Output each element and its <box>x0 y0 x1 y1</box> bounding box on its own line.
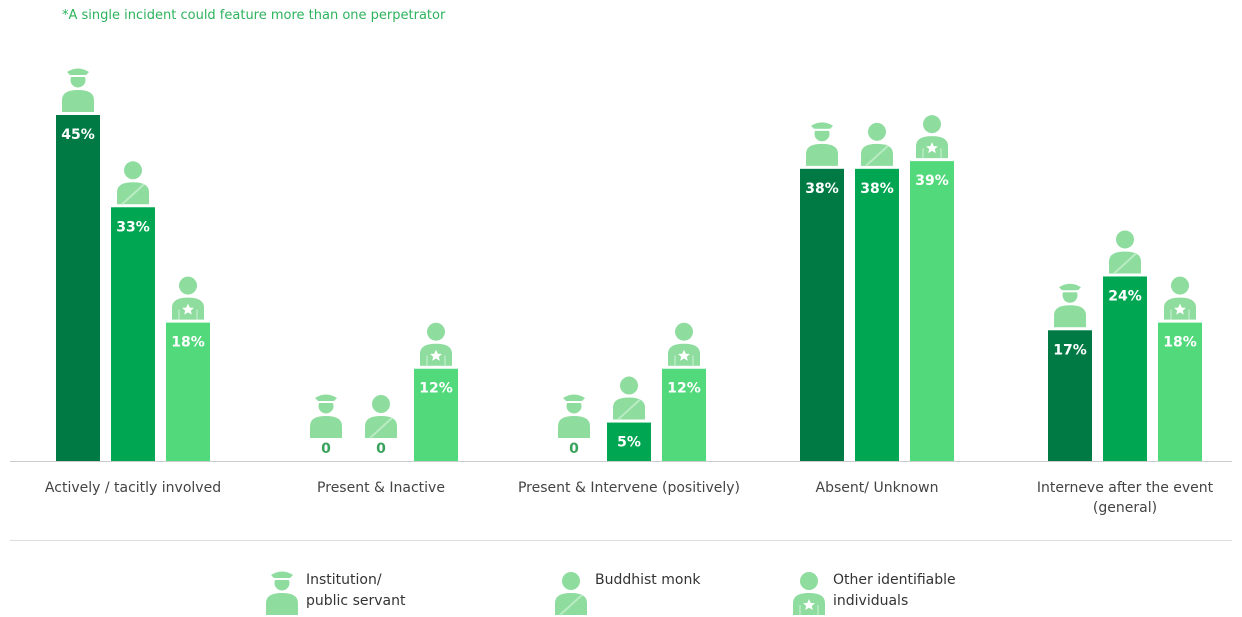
bar <box>1048 330 1092 461</box>
bar <box>910 161 954 461</box>
value-label: 45% <box>61 127 95 143</box>
bar <box>855 168 899 462</box>
value-label: 0 <box>376 441 386 457</box>
legend-icon <box>792 571 826 616</box>
bar <box>800 168 844 462</box>
bar <box>414 368 458 461</box>
legend-label: Other identifiable individuals <box>833 572 956 609</box>
value-label: 17% <box>1053 342 1087 358</box>
value-label: 24% <box>1108 288 1142 304</box>
bar <box>662 368 706 461</box>
x-tick-label: Present & Intervene (positively) <box>517 480 741 496</box>
value-label: 18% <box>171 335 205 351</box>
value-label: 0 <box>321 441 331 457</box>
bar <box>1103 276 1147 461</box>
person-icon <box>1054 283 1086 328</box>
person-icon <box>1163 275 1197 321</box>
legend-label: Buddhist monk <box>595 572 701 588</box>
x-tick-label: Interneve after the event (general) <box>1036 480 1214 516</box>
legend-label: Institution/ public servant <box>306 572 406 609</box>
bar <box>111 207 155 461</box>
footnote: *A single incident could feature more th… <box>62 8 446 23</box>
value-label: 12% <box>419 381 453 397</box>
legend-icon <box>266 571 298 615</box>
person-icon <box>558 394 590 438</box>
person-icon <box>171 275 205 321</box>
x-tick-label: Actively / tacitly involved <box>44 480 222 496</box>
bar <box>1158 322 1202 461</box>
person-icon <box>860 121 894 167</box>
person-icon <box>806 122 838 166</box>
value-label: 12% <box>667 381 701 397</box>
x-tick-label: Absent/ Unknown <box>815 480 939 496</box>
bar <box>166 322 210 461</box>
value-label: 18% <box>1163 335 1197 351</box>
person-icon <box>364 394 398 439</box>
bar <box>607 422 651 461</box>
value-label: 38% <box>805 181 839 197</box>
legend-icon <box>554 571 588 616</box>
person-icon <box>667 321 701 367</box>
person-icon <box>310 394 342 438</box>
value-label: 33% <box>116 219 150 235</box>
person-icon <box>612 375 646 421</box>
value-label: 39% <box>915 173 949 189</box>
value-label: 0 <box>569 441 579 457</box>
person-icon <box>419 321 453 367</box>
person-icon <box>915 114 949 159</box>
x-tick-label: Present & Inactive <box>317 480 445 496</box>
bar <box>56 115 100 461</box>
value-label: 5% <box>617 435 641 451</box>
value-label: 38% <box>860 181 894 197</box>
person-icon <box>116 160 150 206</box>
person-icon <box>62 68 94 112</box>
person-icon <box>1108 229 1142 275</box>
